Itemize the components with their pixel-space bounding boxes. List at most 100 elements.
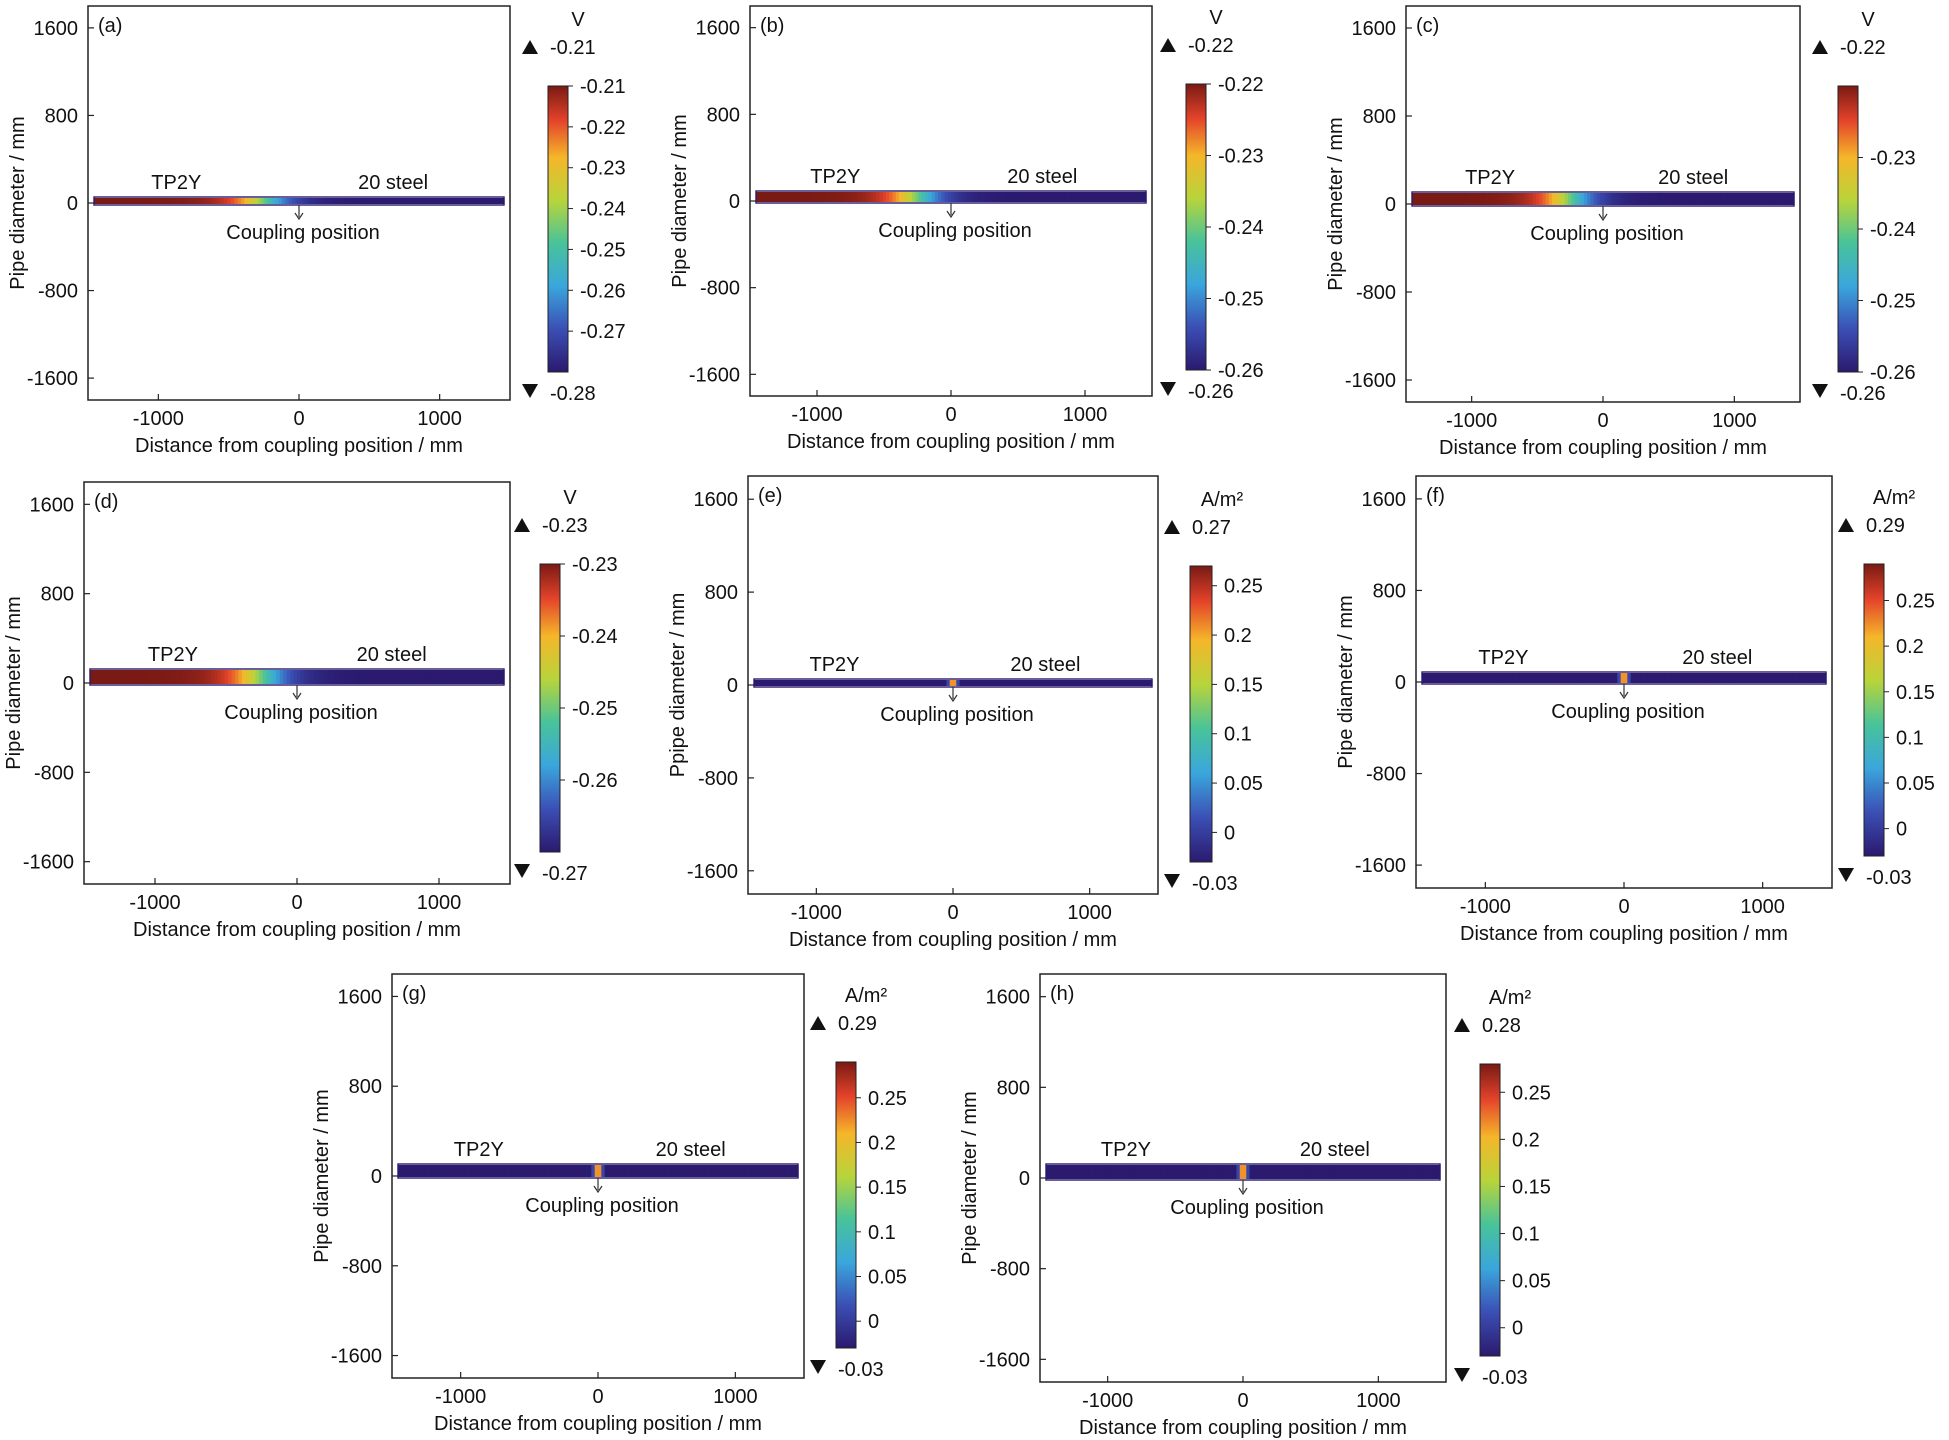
pipe-segment — [763, 680, 768, 686]
pipe-segment — [1430, 1165, 1435, 1179]
y-tick-label: -1600 — [27, 368, 78, 390]
y-tick-label: 0 — [1395, 672, 1406, 694]
pipe-segment — [494, 1165, 499, 1177]
pipe-segment — [701, 1165, 706, 1177]
pipe-segment — [1778, 673, 1783, 683]
pipe-segment — [366, 670, 371, 684]
y-tick-label: -1600 — [331, 1346, 382, 1368]
pipe-segment — [234, 670, 239, 684]
pipe-segment — [756, 192, 760, 202]
colorbar-tick-label: 0.15 — [1512, 1176, 1551, 1198]
material-label-right: 20 steel — [358, 172, 428, 194]
pipe-segment — [1512, 673, 1517, 683]
pipe-segment — [319, 198, 324, 204]
pipe-segment — [1128, 680, 1133, 686]
y-axis-label: Pipe diameter / mm — [1335, 595, 1357, 768]
pipe-segment — [611, 1165, 616, 1177]
pipe-segment — [1003, 192, 1007, 202]
pipe-segment — [1262, 1165, 1267, 1179]
pipe-segment — [1529, 673, 1534, 683]
pipe-segment — [1384, 1165, 1389, 1179]
pipe-segment — [1351, 1165, 1356, 1179]
pipe-segment — [100, 670, 105, 684]
pipe-segment — [1072, 680, 1077, 686]
pipe-segment — [718, 1165, 722, 1177]
pipe-segment — [169, 670, 174, 684]
pipe-segment — [744, 1165, 749, 1177]
pipe-segment — [724, 1165, 729, 1177]
pipe-segment — [471, 1165, 476, 1177]
pipe-segment — [1571, 193, 1575, 205]
pipe-segment — [876, 192, 881, 202]
pipe-segment — [780, 680, 785, 686]
pipe-segment — [986, 680, 991, 686]
y-tick-label: 800 — [41, 584, 74, 606]
pipe-segment — [459, 670, 464, 684]
panel-a: (a) 1600 800 0 -800 -1600 -1000 0 1000 Distance f… — [7, 5, 626, 457]
pipe-segment — [1558, 193, 1563, 205]
pipe-segment — [810, 680, 815, 686]
pipe-segment — [574, 1165, 579, 1177]
material-label-left: TP2Y — [1478, 647, 1528, 669]
colorbar-min: -0.03 — [1866, 867, 1912, 889]
pipe-segment — [261, 198, 266, 204]
pipe-segment — [1661, 673, 1665, 683]
pipe-segment — [370, 198, 375, 204]
pipe-segment — [444, 1165, 449, 1177]
pipe-segment — [921, 192, 926, 202]
pipe-segment — [1539, 673, 1544, 683]
pipe-segment — [1809, 673, 1814, 683]
pipe-segment — [1432, 673, 1437, 683]
pipe-segment — [1479, 673, 1484, 683]
pipe-segment — [1120, 192, 1124, 202]
pipe-segment — [1062, 1165, 1067, 1179]
pipe-segment — [909, 680, 914, 686]
pipe-segment — [138, 670, 143, 684]
pipe-segment — [1068, 1165, 1073, 1179]
pipe-segment — [1216, 1165, 1221, 1179]
min-marker-icon — [1160, 382, 1176, 396]
pipe-segment — [1736, 193, 1741, 205]
pipe-segment — [1434, 193, 1439, 205]
pipe-segment — [1074, 192, 1079, 202]
pipe-segment — [1546, 673, 1551, 683]
colorbar-max: -0.22 — [1188, 35, 1234, 57]
pipe-segment — [493, 198, 498, 204]
pipe-segment — [688, 1165, 692, 1177]
pipe-segment — [438, 670, 443, 684]
y-tick-label: -800 — [698, 768, 738, 790]
pipe-segment — [1593, 673, 1598, 683]
pipe-segment — [183, 670, 188, 684]
pipe-segment — [1502, 673, 1507, 683]
pipe-segment — [1170, 1165, 1175, 1179]
pipe-segment — [840, 192, 845, 202]
pipe-segment — [1094, 192, 1098, 202]
pipe-segment — [1555, 193, 1560, 205]
pipe-segment — [381, 198, 386, 204]
y-tick-label: 1600 — [34, 18, 79, 40]
pipe-segment — [300, 670, 305, 684]
pipe-segment — [1450, 193, 1454, 205]
coupling-arrowhead — [294, 212, 304, 221]
pipe-segment — [1055, 1165, 1060, 1179]
pipe-segment — [316, 198, 321, 204]
pipe-segment — [398, 198, 403, 204]
pipe-segment — [1123, 192, 1128, 202]
pipe-segment — [362, 670, 367, 684]
y-tick-label: 0 — [727, 675, 738, 697]
y-axis-label: Pipe diameter / mm — [7, 116, 29, 289]
pipe-segment — [1491, 193, 1496, 205]
x-tick-label: 1000 — [1712, 410, 1757, 432]
min-marker-icon — [514, 864, 530, 878]
coupling-annotation: Coupling position — [1551, 701, 1704, 723]
min-marker-icon — [1838, 868, 1854, 882]
pipe-segment — [1348, 1165, 1352, 1179]
pipe-segment — [1506, 673, 1511, 683]
pipe-segment — [919, 680, 924, 686]
pipe-segment — [1510, 193, 1515, 205]
pipe-segment — [317, 670, 322, 684]
colorbar — [1837, 85, 1859, 373]
pipe-segment — [476, 198, 481, 204]
pipe-segment — [1064, 192, 1069, 202]
y-tick-label: -1600 — [979, 1349, 1030, 1371]
